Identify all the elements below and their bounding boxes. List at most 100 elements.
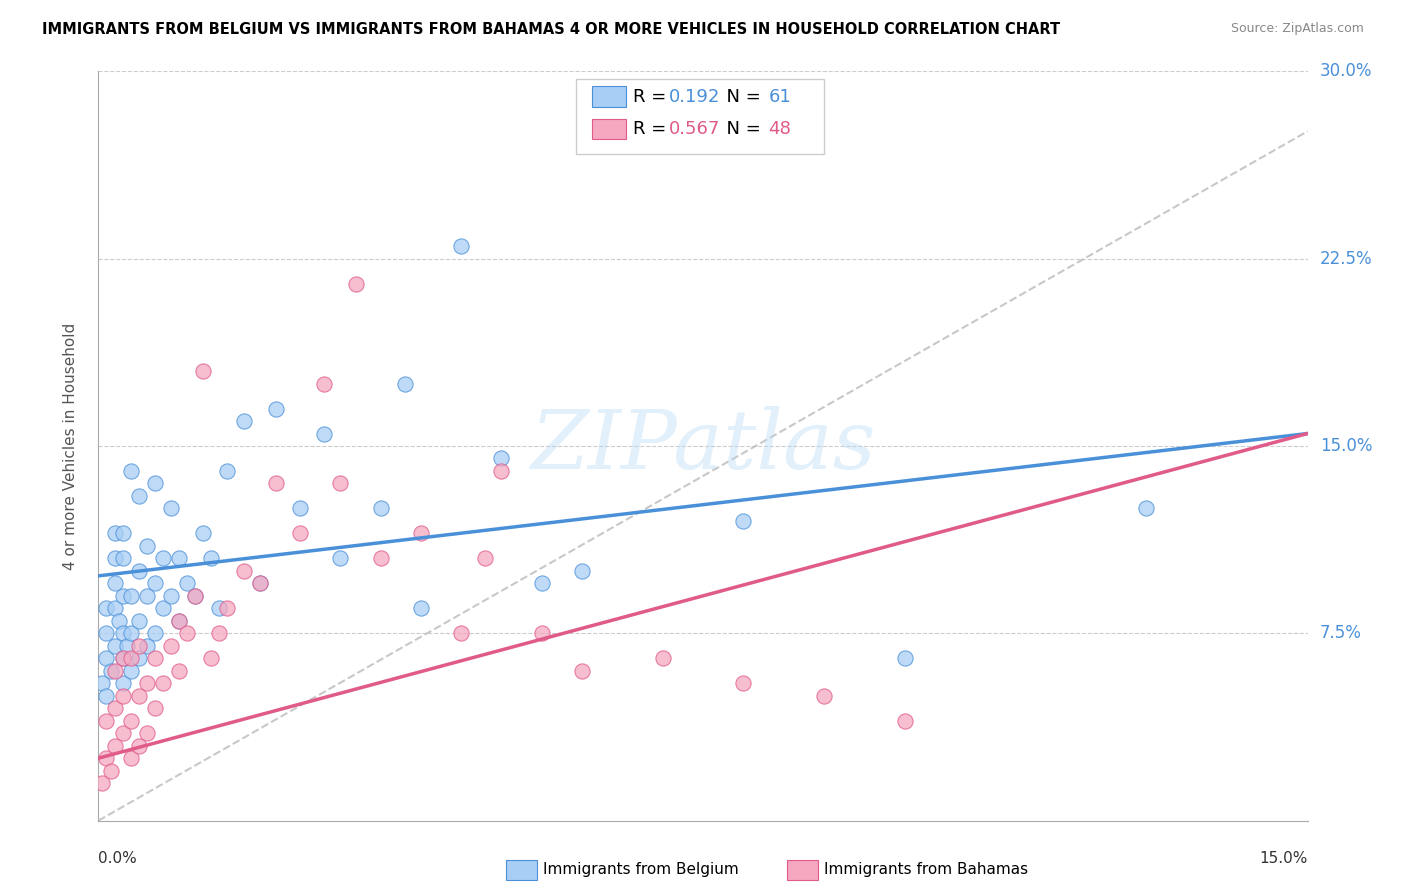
Point (329, 551, 352, 566)
Point (96, 651, 118, 665)
Point (394, 376, 416, 391)
Point (120, 664, 142, 678)
Point (96, 601, 118, 615)
Point (200, 651, 222, 665)
Point (530, 626, 553, 640)
Text: 7.5%: 7.5% (1320, 624, 1361, 642)
Point (200, 551, 222, 566)
Point (450, 626, 472, 640)
Point (249, 576, 271, 591)
Point (96, 626, 118, 640)
Point (103, 526, 125, 541)
Point (96, 751, 118, 765)
Point (651, 651, 673, 665)
Point (111, 526, 134, 541)
Point (344, 277, 367, 291)
Point (530, 576, 553, 591)
Point (91, 776, 114, 790)
Point (167, 614, 190, 628)
Point (135, 639, 157, 653)
Point (314, 376, 336, 391)
Point (167, 664, 190, 678)
Point (115, 639, 138, 653)
Point (474, 551, 496, 566)
Text: 0.192: 0.192 (669, 87, 720, 106)
Point (100, 664, 122, 678)
Point (152, 601, 174, 615)
Point (128, 614, 150, 628)
Point (264, 401, 287, 416)
Point (120, 714, 142, 728)
Point (160, 589, 183, 603)
Point (135, 539, 157, 553)
Point (111, 589, 134, 603)
Point (1135, 501, 1157, 516)
Point (143, 576, 166, 591)
Point (143, 476, 166, 491)
Point (128, 639, 150, 653)
Point (232, 564, 254, 578)
Point (111, 651, 134, 665)
Point (103, 739, 125, 753)
Point (103, 551, 125, 566)
Point (111, 676, 134, 690)
Point (733, 676, 755, 690)
Text: 15.0%: 15.0% (1260, 851, 1308, 865)
Point (450, 239, 472, 253)
FancyBboxPatch shape (576, 78, 824, 153)
Y-axis label: 4 or more Vehicles in Household: 4 or more Vehicles in Household (63, 322, 77, 570)
Point (103, 576, 125, 591)
Text: 30.0%: 30.0% (1320, 62, 1372, 80)
Text: 22.5%: 22.5% (1320, 250, 1372, 268)
Point (314, 426, 336, 441)
Point (103, 639, 125, 653)
Point (160, 639, 183, 653)
Point (143, 651, 166, 665)
Point (167, 614, 190, 628)
Point (120, 464, 142, 478)
Text: Immigrants from Belgium: Immigrants from Belgium (543, 863, 738, 877)
Point (176, 626, 198, 640)
Point (100, 764, 122, 778)
Text: R =: R = (633, 120, 672, 138)
Point (288, 501, 311, 516)
Point (176, 576, 198, 591)
Point (128, 689, 150, 703)
Point (96, 714, 118, 728)
Point (208, 626, 231, 640)
Point (571, 664, 593, 678)
Point (193, 526, 215, 541)
Point (120, 751, 142, 765)
Point (135, 726, 157, 740)
Point (370, 551, 392, 566)
Point (111, 651, 134, 665)
Point (571, 564, 593, 578)
Text: ZIPatlas: ZIPatlas (530, 406, 876, 486)
Point (184, 589, 207, 603)
Point (111, 551, 134, 566)
Point (288, 526, 311, 541)
Text: 48: 48 (768, 120, 792, 138)
Point (128, 651, 150, 665)
Point (893, 651, 915, 665)
Point (120, 589, 142, 603)
Point (152, 551, 174, 566)
Point (143, 701, 166, 715)
Point (167, 551, 190, 566)
FancyBboxPatch shape (592, 119, 626, 139)
Point (120, 651, 142, 665)
Point (491, 451, 513, 466)
FancyBboxPatch shape (592, 87, 626, 106)
Point (249, 576, 271, 591)
Point (135, 589, 157, 603)
Point (184, 589, 207, 603)
Point (135, 676, 157, 690)
Point (232, 414, 254, 428)
Point (120, 626, 142, 640)
Point (128, 739, 150, 753)
Point (160, 501, 183, 516)
Text: 15.0%: 15.0% (1320, 437, 1372, 455)
Point (143, 626, 166, 640)
Text: Source: ZipAtlas.com: Source: ZipAtlas.com (1230, 22, 1364, 36)
Text: 0.567: 0.567 (669, 120, 720, 138)
